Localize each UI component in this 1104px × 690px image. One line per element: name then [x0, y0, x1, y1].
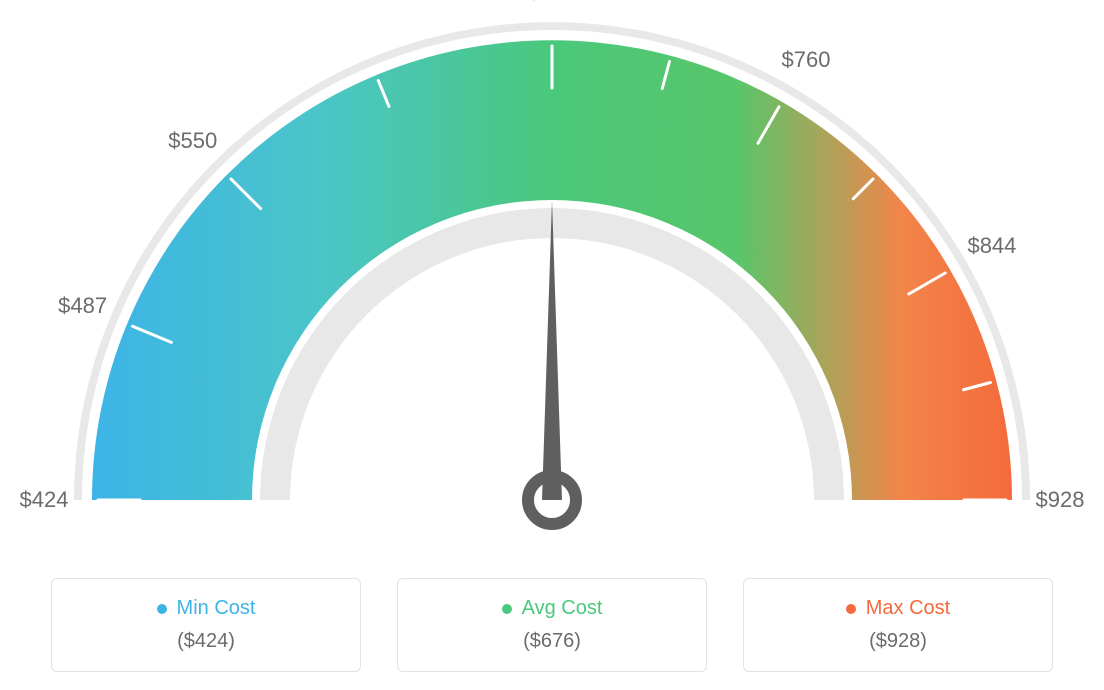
- gauge-svg: [0, 0, 1104, 560]
- legend-dot-max: [846, 604, 856, 614]
- legend-dot-avg: [502, 604, 512, 614]
- legend-value-avg: ($676): [523, 630, 581, 653]
- legend-title-row: Min Cost: [157, 597, 256, 620]
- gauge-tick-label: $487: [58, 293, 107, 319]
- gauge-needle: [542, 200, 562, 500]
- gauge-tick-label: $760: [782, 47, 831, 73]
- legend-card-avg: Avg Cost ($676): [397, 578, 707, 672]
- legend-title-max: Max Cost: [866, 597, 950, 620]
- legend-title-row: Max Cost: [846, 597, 950, 620]
- gauge-tick-label: $928: [1036, 487, 1085, 513]
- legend-dot-min: [157, 604, 167, 614]
- legend-card-max: Max Cost ($928): [743, 578, 1053, 672]
- legend-title-avg: Avg Cost: [522, 597, 603, 620]
- gauge-tick-label: $424: [20, 487, 69, 513]
- gauge-chart: $424 $487 $550 $676 $760 $844 $928: [0, 0, 1104, 560]
- legend-value-min: ($424): [177, 630, 235, 653]
- legend-card-min: Min Cost ($424): [51, 578, 361, 672]
- gauge-tick-label: $550: [168, 128, 217, 154]
- legend-title-min: Min Cost: [177, 597, 256, 620]
- legend-value-max: ($928): [869, 630, 927, 653]
- gauge-tick-label: $844: [967, 233, 1016, 259]
- gauge-tick-label: $676: [528, 0, 577, 5]
- legend-row: Min Cost ($424) Avg Cost ($676) Max Cost…: [0, 578, 1104, 672]
- legend-title-row: Avg Cost: [502, 597, 603, 620]
